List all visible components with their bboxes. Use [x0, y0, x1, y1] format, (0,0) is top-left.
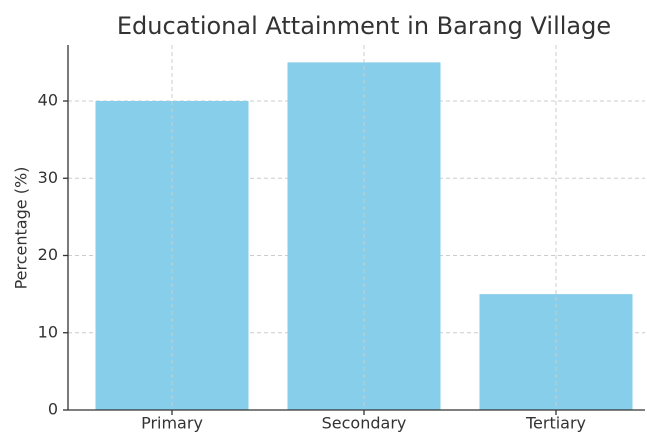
y-tick-label: 20 [38, 245, 58, 264]
x-tick-label: Primary [141, 414, 203, 432]
chart-title: Educational Attainment in Barang Village [117, 12, 611, 40]
x-tick-label: Secondary [322, 414, 407, 432]
y-axis-label: Percentage (%) [12, 167, 31, 290]
y-tick-label: 10 [38, 322, 58, 341]
y-tick-label: 40 [38, 91, 58, 110]
x-tick-label: Tertiary [525, 414, 586, 432]
y-tick-label: 0 [48, 400, 58, 419]
y-tick-label: 30 [38, 168, 58, 187]
